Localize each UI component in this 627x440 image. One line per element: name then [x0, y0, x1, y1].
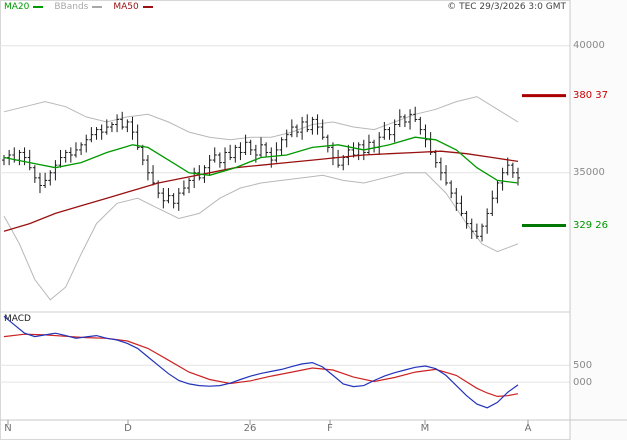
- ma50-line-swatch-icon: [142, 6, 153, 8]
- legend-bbands-label: BBands: [54, 2, 89, 12]
- xaxis-label-march: M: [420, 423, 430, 434]
- resistance-level-label: 380 37: [573, 90, 608, 101]
- price-gridline-label-400: 40000: [573, 40, 605, 51]
- legend-item-ma50: MA50: [113, 2, 153, 12]
- ma20-line-swatch-icon: [33, 6, 44, 8]
- legend-item-ma20: MA20: [4, 2, 44, 12]
- macd-gridline-label-0: 000: [573, 377, 593, 388]
- legend-ma50-label: MA50: [113, 2, 139, 12]
- bbands-line-swatch-icon: [92, 6, 103, 8]
- chart-legend: MA20 BBands MA50: [4, 2, 153, 12]
- xaxis-label-april: A: [524, 423, 532, 434]
- macd-gridline-label-5: 500: [573, 360, 593, 371]
- support-level-label: 329 26: [573, 220, 608, 231]
- xaxis-label-november: N: [4, 423, 12, 434]
- legend-ma20-label: MA20: [4, 2, 30, 12]
- xaxis-label-december: D: [124, 423, 132, 434]
- copyright-text: © TEC 29/3/2026 3:0 GMT: [447, 2, 566, 12]
- xaxis-label-year-26: 26: [243, 423, 257, 434]
- macd-panel-label: MACD: [4, 314, 31, 324]
- price-gridline-label-350: 35000: [573, 167, 605, 178]
- xaxis-label-february: F: [327, 423, 333, 434]
- legend-item-bbands: BBands: [54, 2, 103, 12]
